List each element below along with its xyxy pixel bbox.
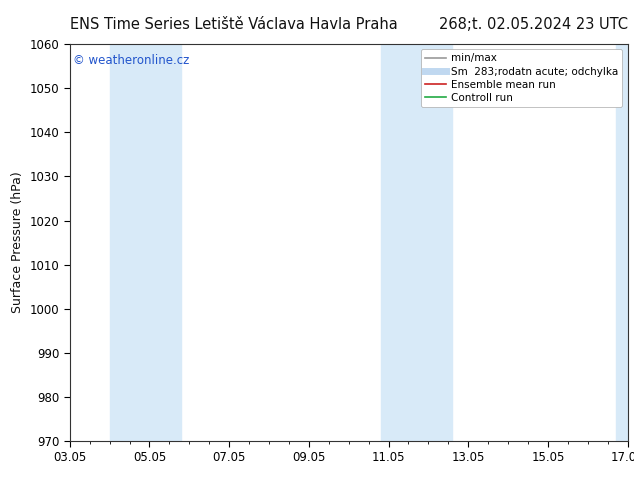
Bar bbox=[380, 44, 452, 441]
Text: 268;t. 02.05.2024 23 UTC: 268;t. 02.05.2024 23 UTC bbox=[439, 17, 628, 32]
Text: ENS Time Series Letiště Václava Havla Praha: ENS Time Series Letiště Václava Havla Pr… bbox=[70, 17, 398, 32]
Text: © weatheronline.cz: © weatheronline.cz bbox=[72, 54, 189, 67]
Bar bbox=[616, 44, 628, 441]
Bar bbox=[110, 44, 181, 441]
Legend: min/max, Sm  283;rodatn acute; odchylka, Ensemble mean run, Controll run: min/max, Sm 283;rodatn acute; odchylka, … bbox=[421, 49, 623, 107]
Y-axis label: Surface Pressure (hPa): Surface Pressure (hPa) bbox=[11, 172, 24, 314]
